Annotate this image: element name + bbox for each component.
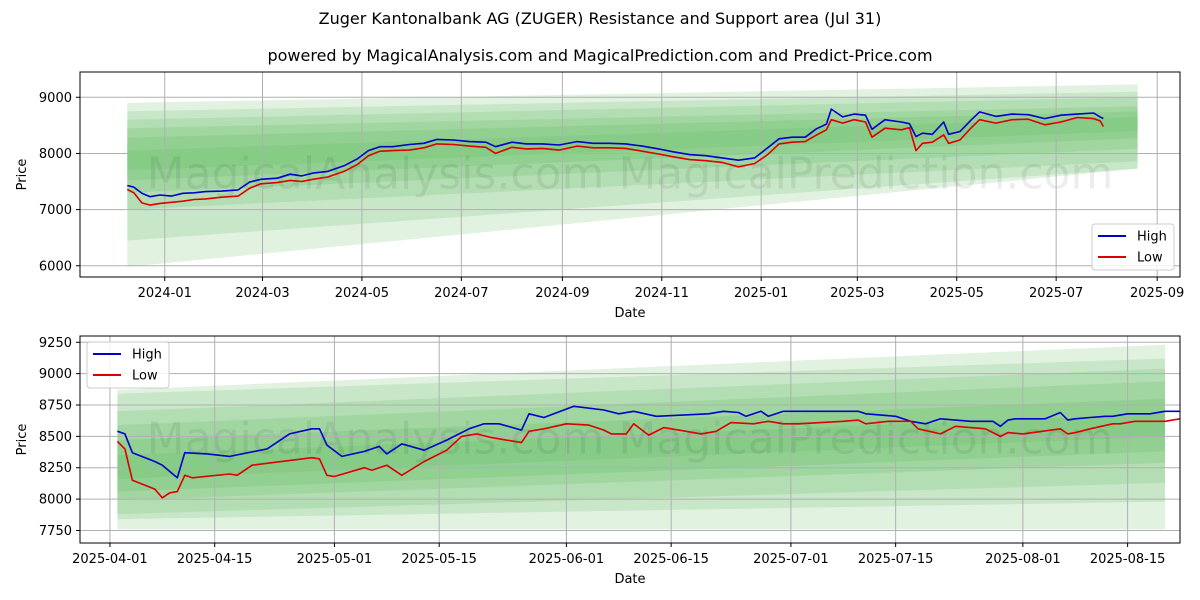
series-high-line [117,405,1180,479]
x-tick-label: 2025-05 [930,286,984,301]
y-tick-label: 8750 [39,399,72,414]
chart-1: MagicalAnalysis.com MagicalPrediction.co… [15,71,1184,321]
x-tick-label: 2025-06-15 [633,552,709,567]
x-tick-label: 2025-08-01 [985,552,1061,567]
x-tick-label: 2025-01 [734,286,788,301]
y-tick-label: 7000 [39,203,72,218]
x-tick-label: 2024-05 [335,286,389,301]
watermark: MagicalAnalysis.com MagicalPrediction.co… [147,414,1114,465]
plot-area: MagicalAnalysis.com MagicalPrediction.co… [80,72,1180,277]
plot-frame [79,71,1181,278]
x-tick-label: 2024-01 [138,286,192,301]
support-resistance-band [117,381,1165,501]
y-axis-label: Price [15,159,30,191]
x-tick-label: 2025-05-15 [401,552,477,567]
legend-label-high: High [1137,230,1167,245]
x-tick-label: 2024-09 [535,286,589,301]
x-tick-label: 2025-08-15 [1090,552,1166,567]
y-tick-label: 7750 [39,524,72,539]
chart-title: Zuger Kantonalbank AG (ZUGER) Resistance… [318,9,882,28]
support-resistance-band [117,344,1165,530]
chart-2: MagicalAnalysis.com MagicalPrediction.co… [15,335,1181,587]
x-tick-label: 2025-07-01 [753,552,829,567]
support-resistance-band [127,116,1138,171]
y-tick-label: 9250 [39,336,72,351]
x-tick-label: 2025-04-15 [177,552,253,567]
legend: High Low [1091,223,1175,271]
y-tick-label: 9000 [39,367,72,382]
x-tick-label: 2025-07-15 [858,552,934,567]
x-tick-label: 2025-06-01 [529,552,605,567]
y-tick-label: 6000 [39,259,72,274]
x-tick-label: 2025-04-01 [72,552,148,567]
x-axis-label: Date [614,572,645,587]
y-tick-label: 8000 [39,493,72,508]
chart-subtitle: powered by MagicalAnalysis.com and Magic… [267,46,933,65]
x-tick-label: 2025-03 [830,286,884,301]
x-tick-label: 2024-03 [235,286,289,301]
support-resistance-band [117,413,1165,479]
legend: High Low [86,341,170,389]
series-low-line [126,116,1105,206]
y-tick-label: 8250 [39,461,72,476]
x-tick-label: 2024-07 [434,286,488,301]
x-tick-label: 2025-09 [1130,286,1184,301]
y-tick-label: 8000 [39,147,72,162]
support-resistance-band [117,358,1165,520]
x-tick-label: 2025-07 [1029,286,1083,301]
plot-frame [79,335,1181,544]
y-tick-label: 8500 [39,430,72,445]
x-axis-label: Date [614,306,645,321]
legend-label-low: Low [1137,251,1163,266]
y-axis-label: Price [15,424,30,456]
legend-label-low: Low [132,369,158,384]
x-tick-label: 2024-11 [635,286,689,301]
x-tick-label: 2025-05-01 [297,552,373,567]
series-high-line [127,108,1104,198]
support-resistance-band [127,84,1138,267]
series-low-line [116,417,1180,499]
y-tick-label: 9000 [39,91,72,106]
plot-area: MagicalAnalysis.com MagicalPrediction.co… [80,336,1180,543]
legend-label-high: High [132,348,162,363]
